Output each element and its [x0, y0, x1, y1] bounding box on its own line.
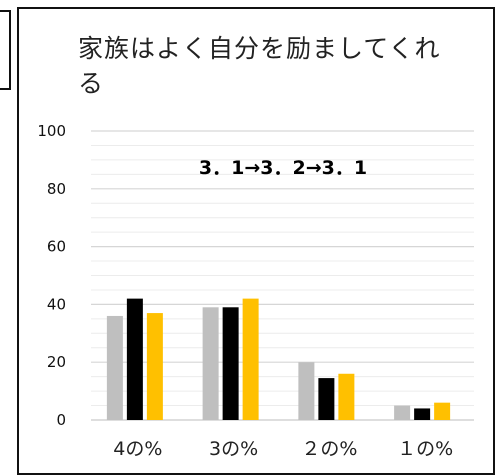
bar — [222, 307, 239, 420]
bar — [434, 402, 451, 420]
bar — [298, 362, 315, 420]
chart-annotation: 3．1→3．2→3．1 — [199, 157, 367, 179]
bar — [318, 378, 335, 420]
chart-title: 家族はよく自分を励ましてくれる — [78, 34, 441, 98]
y-tick-label: 100 — [37, 122, 66, 140]
bar — [202, 307, 219, 420]
x-category-label: 3の% — [209, 438, 258, 460]
x-category-label: １の% — [397, 438, 453, 460]
x-category-label: ２の% — [301, 438, 357, 460]
x-category-label: 4の% — [113, 438, 162, 460]
bar — [126, 298, 143, 420]
y-tick-label: 60 — [47, 238, 66, 256]
adjacent-panel-edge — [0, 10, 11, 90]
bars-layer — [106, 298, 451, 420]
bar — [394, 405, 411, 420]
y-tick-label: 0 — [56, 411, 66, 429]
y-tick-label: 40 — [47, 295, 66, 313]
bar — [338, 373, 355, 420]
bar — [146, 313, 163, 420]
bar — [414, 408, 431, 420]
y-tick-label: 20 — [47, 353, 66, 371]
y-tick-label: 80 — [47, 180, 66, 198]
labels-layer: 100 80 60 40 20 0 4の% 3の% ２の% １の% — [37, 122, 453, 460]
bar — [106, 315, 123, 420]
bar — [242, 298, 259, 420]
